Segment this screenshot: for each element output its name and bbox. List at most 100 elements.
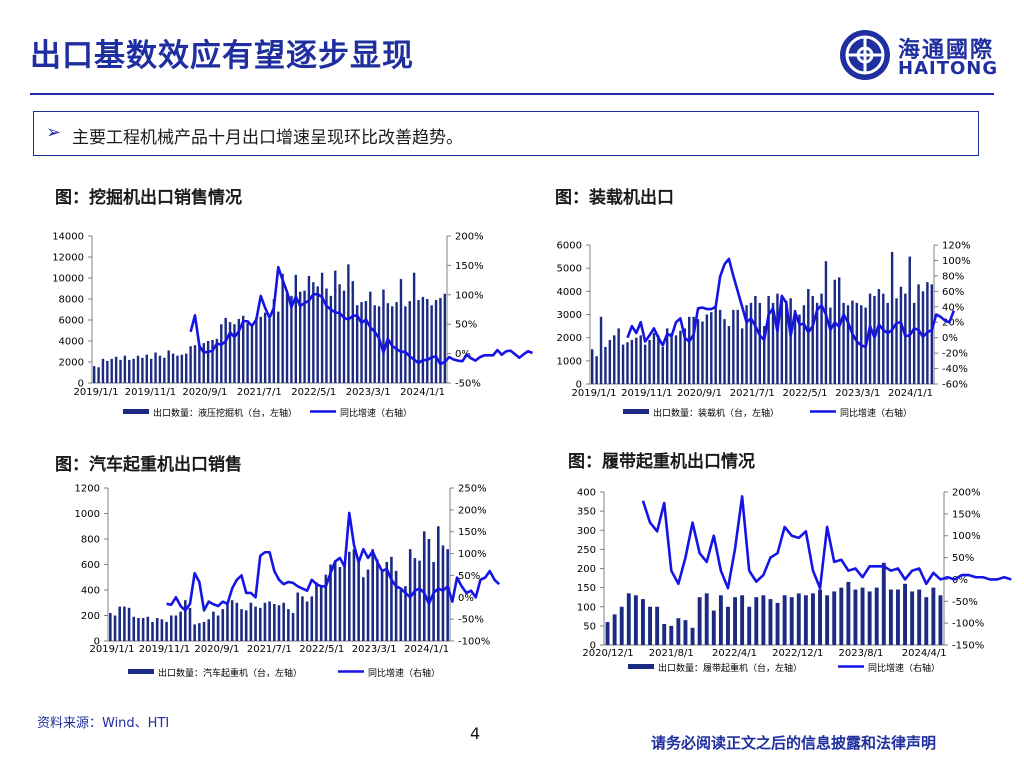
bar bbox=[881, 562, 886, 645]
bar bbox=[154, 352, 157, 383]
bar bbox=[226, 602, 229, 641]
bar bbox=[662, 623, 667, 645]
bar bbox=[855, 302, 859, 384]
bar bbox=[193, 345, 197, 383]
bar bbox=[648, 606, 652, 645]
right-tick-label: 200% bbox=[952, 488, 981, 499]
bar bbox=[917, 589, 922, 645]
bar bbox=[413, 558, 417, 642]
bar bbox=[123, 606, 126, 641]
right-tick-label: 0% bbox=[455, 349, 471, 360]
bar bbox=[754, 597, 759, 645]
chart-legend: 出口数量：履带起重机（台，左轴） 同比增速（右轴） bbox=[628, 662, 940, 674]
bar bbox=[281, 273, 284, 383]
right-tick-label: 60% bbox=[942, 287, 964, 298]
bar bbox=[434, 300, 438, 383]
bar bbox=[832, 591, 837, 645]
chart-3: 400 350 300 250 200 150 100 50 0 200% 150% 100% 50% 0… bbox=[577, 488, 1012, 674]
x-tick-label: 2020/12/1 bbox=[582, 648, 633, 659]
bar bbox=[333, 560, 337, 641]
x-tick-label: 2021/7/1 bbox=[730, 388, 775, 399]
x-tick-label: 2019/11/1 bbox=[139, 644, 190, 655]
right-tick-label: 80% bbox=[942, 271, 964, 282]
bar bbox=[155, 618, 159, 641]
bar bbox=[198, 346, 201, 383]
bar bbox=[255, 317, 258, 383]
bar bbox=[151, 621, 154, 642]
bar bbox=[198, 623, 201, 641]
right-tick-label: 50% bbox=[458, 571, 480, 582]
bar bbox=[867, 591, 872, 645]
bar bbox=[775, 602, 780, 645]
bar bbox=[305, 601, 309, 641]
bar bbox=[807, 289, 810, 384]
x-tick-label: 2021/8/1 bbox=[649, 648, 694, 659]
bar bbox=[230, 600, 234, 641]
bar bbox=[803, 595, 808, 645]
bar bbox=[421, 296, 425, 383]
bar bbox=[745, 305, 748, 384]
bar bbox=[351, 281, 354, 383]
bar bbox=[206, 341, 210, 383]
left-tick-label: 4000 bbox=[557, 287, 582, 298]
bar bbox=[385, 561, 389, 641]
legend-bar-swatch bbox=[128, 669, 154, 674]
left-tick-label: 12000 bbox=[52, 253, 84, 264]
bar bbox=[912, 302, 916, 384]
bar bbox=[188, 607, 192, 641]
legend-line-label: 同比增速（右轴） bbox=[340, 407, 412, 419]
right-tick-label: 200% bbox=[458, 505, 487, 516]
right-tick-label: 0% bbox=[458, 593, 474, 604]
chart-legend: 出口数量：装载机（台，左轴） 同比增速（右轴） bbox=[623, 407, 912, 419]
legend-bar-swatch bbox=[123, 409, 149, 414]
right-tick-label: 0% bbox=[952, 575, 968, 586]
bar bbox=[930, 284, 934, 384]
bar bbox=[399, 590, 403, 641]
left-tick-label: 300 bbox=[577, 526, 596, 537]
yoy-growth-line bbox=[166, 511, 501, 612]
bar bbox=[888, 589, 893, 645]
bar bbox=[630, 339, 634, 384]
chart-title-excavator: 图：挖掘机出口销售情况 bbox=[55, 188, 242, 208]
chart-1: 6000 5000 4000 3000 2000 1000 0 120% 100% 80% 60% 4… bbox=[557, 241, 971, 420]
left-tick-label: 8000 bbox=[59, 295, 84, 306]
bar bbox=[242, 315, 245, 383]
bar bbox=[895, 298, 898, 384]
x-tick-label: 2022/12/1 bbox=[772, 648, 823, 659]
bar bbox=[851, 300, 854, 384]
bar bbox=[761, 595, 766, 645]
bar bbox=[711, 610, 716, 645]
bar bbox=[938, 595, 943, 645]
bar bbox=[422, 531, 426, 641]
bar bbox=[158, 355, 162, 383]
legal-disclaimer: 请务必阅读正文之后的信息披露和法律声明 bbox=[651, 734, 937, 752]
right-tick-label: -40% bbox=[942, 364, 968, 375]
bar bbox=[690, 627, 695, 645]
x-tick-label: 2023/3/1 bbox=[835, 388, 880, 399]
right-tick-label: 200% bbox=[455, 232, 484, 243]
bar bbox=[106, 360, 109, 383]
bar bbox=[798, 314, 801, 384]
bar bbox=[184, 600, 187, 641]
bar bbox=[418, 560, 421, 641]
bar bbox=[109, 612, 112, 641]
bar bbox=[860, 587, 865, 646]
bar bbox=[443, 293, 447, 383]
bar bbox=[163, 357, 166, 383]
right-tick-label: 150% bbox=[952, 509, 981, 520]
x-tick-label: 2022/5/1 bbox=[783, 388, 828, 399]
bar bbox=[290, 295, 293, 383]
bar bbox=[310, 596, 314, 642]
bar bbox=[605, 622, 610, 645]
x-tick-label: 2024/4/1 bbox=[902, 648, 947, 659]
bar bbox=[237, 318, 241, 383]
bar bbox=[747, 606, 752, 645]
bar bbox=[169, 615, 173, 641]
bar bbox=[179, 611, 182, 641]
bar bbox=[886, 302, 889, 384]
bar bbox=[165, 621, 168, 642]
bar bbox=[307, 275, 311, 383]
bar bbox=[782, 595, 787, 645]
right-tick-label: -60% bbox=[942, 380, 968, 391]
bar bbox=[626, 342, 629, 384]
